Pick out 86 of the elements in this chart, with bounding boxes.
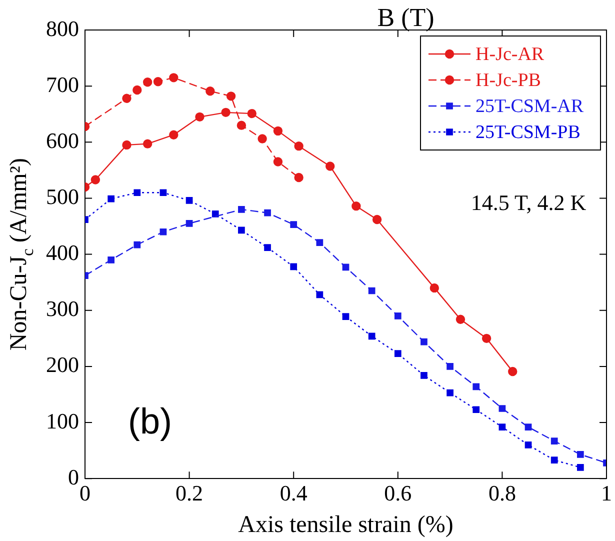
point — [420, 338, 428, 346]
point — [226, 92, 236, 101]
point — [273, 126, 283, 136]
point — [482, 334, 492, 344]
point — [576, 464, 584, 471]
point — [153, 76, 163, 86]
point — [264, 209, 271, 216]
point — [108, 256, 115, 264]
point — [524, 442, 532, 448]
point — [206, 86, 215, 96]
point — [236, 120, 246, 130]
point — [472, 383, 480, 390]
point — [576, 451, 584, 458]
point — [108, 195, 115, 202]
point — [368, 287, 376, 294]
point — [142, 139, 152, 148]
y-axis-title: Non-Cu-Jc (A/mm²) — [6, 158, 38, 351]
x-tick-label: 0.8 — [488, 480, 516, 506]
legend-label: H-Jc-AR — [476, 44, 544, 65]
point — [290, 263, 298, 270]
point — [142, 78, 152, 87]
point — [247, 108, 256, 118]
x-tick-label: 1 — [601, 480, 612, 506]
point — [238, 226, 245, 234]
point — [326, 162, 335, 171]
point — [446, 389, 454, 396]
x-axis-title: Axis tensile strain (%) — [238, 512, 454, 538]
point — [294, 141, 304, 151]
point — [394, 312, 402, 320]
point — [524, 424, 532, 430]
point — [508, 366, 518, 376]
y-tick-label: 0 — [68, 464, 79, 490]
point — [316, 291, 324, 298]
point — [430, 283, 440, 293]
point — [316, 239, 324, 246]
annotation: (b) — [128, 400, 172, 442]
point — [352, 201, 361, 211]
point — [264, 244, 271, 251]
point — [342, 313, 350, 320]
chart-title: B (T) — [377, 3, 434, 32]
y-tick-label: 600 — [46, 128, 79, 153]
point — [290, 221, 298, 228]
point — [394, 350, 402, 357]
point — [420, 372, 428, 379]
point — [186, 197, 193, 204]
point — [221, 108, 230, 118]
point — [258, 134, 267, 144]
point — [368, 332, 376, 340]
x-tick-label: 0.4 — [280, 480, 308, 506]
annotation: 14.5 T, 4.2 K — [470, 190, 586, 215]
point — [122, 94, 132, 104]
point — [294, 172, 304, 182]
point — [169, 130, 178, 140]
x-tick-label: 0.2 — [176, 480, 204, 506]
point — [456, 314, 466, 324]
point — [195, 112, 204, 122]
x-tick-label: 0.6 — [384, 480, 412, 506]
point — [160, 228, 167, 236]
y-tick-label: 400 — [46, 240, 79, 266]
point — [134, 241, 141, 248]
y-tick-label: 300 — [46, 296, 79, 322]
point — [132, 85, 142, 95]
point — [342, 264, 350, 271]
point — [90, 175, 100, 184]
point — [472, 406, 480, 414]
y-tick-label: 200 — [46, 352, 79, 378]
point — [550, 456, 558, 464]
point — [273, 157, 283, 166]
legend-label: 25T-CSM-PB — [476, 122, 580, 143]
point — [134, 189, 141, 196]
point — [446, 363, 454, 370]
point — [169, 73, 178, 82]
y-tick-label: 800 — [46, 16, 79, 41]
legend-label: H-Jc-PB — [476, 70, 541, 91]
point — [372, 214, 382, 224]
point — [498, 424, 506, 430]
point — [550, 438, 558, 444]
y-tick-label: 100 — [46, 408, 79, 434]
legend-label: 25T-CSM-AR — [476, 96, 584, 117]
point — [238, 206, 245, 213]
point — [122, 140, 132, 150]
y-tick-label: 500 — [46, 184, 79, 210]
y-tick-label: 700 — [46, 72, 79, 97]
point — [160, 189, 167, 196]
point — [186, 220, 193, 227]
point — [498, 405, 506, 412]
